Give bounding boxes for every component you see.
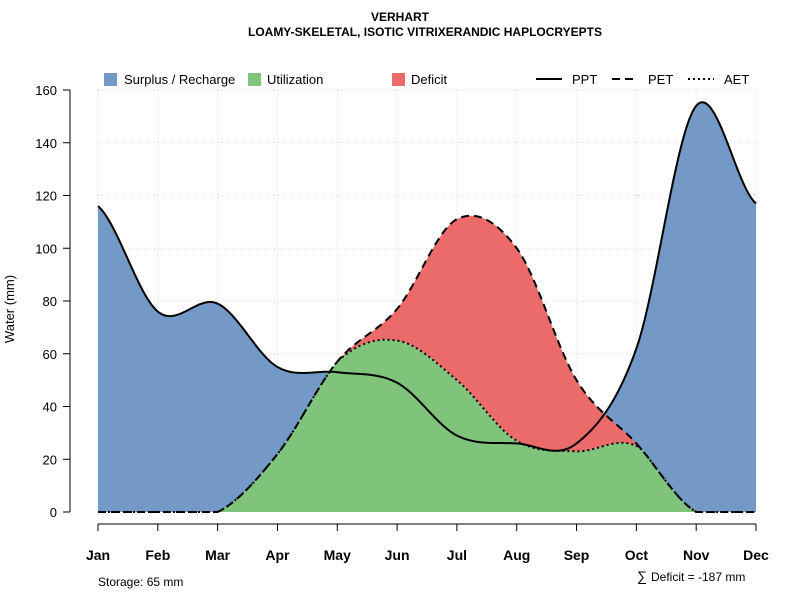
y-tick-label: 160	[35, 83, 57, 98]
series-line-ppt	[97, 101, 757, 452]
deficit-note: Deficit = -187 mm	[651, 570, 745, 584]
sum-symbol-icon: ∑	[637, 568, 647, 584]
x-tick-label: Jul	[447, 547, 467, 563]
x-tick-label: Dec	[743, 547, 769, 563]
y-tick-label: 40	[43, 400, 57, 415]
x-tick-label: Sep	[564, 547, 590, 563]
x-tick-label: Aug	[503, 547, 530, 563]
y-axis-label: Water (mm)	[2, 275, 17, 343]
x-tick-label: Jan	[86, 547, 110, 563]
legend-swatch-deficit	[392, 73, 405, 86]
legend-label-deficit: Deficit	[411, 72, 448, 87]
y-tick-label: 140	[35, 136, 57, 151]
area-deficit	[98, 215, 756, 513]
axes: 0 20 40 60 80 100 120 140 160 Jan Feb Mar Apr May Jun J…	[35, 83, 769, 563]
y-tick-label: 100	[35, 241, 57, 256]
legend-label-ppt: PPT	[572, 72, 597, 87]
x-tick-label: Nov	[683, 547, 710, 563]
legend: Surplus / Recharge Utilization Deficit P…	[104, 72, 749, 87]
x-tick-label: Apr	[265, 547, 290, 563]
storage-note: Storage: 65 mm	[98, 575, 183, 589]
x-tick-label: Jun	[385, 547, 410, 563]
chart-subtitle: LOAMY-SKELETAL, ISOTIC VITRIXERANDIC HAP…	[248, 25, 602, 39]
y-tick-label: 20	[43, 452, 57, 467]
area-surplus-recharge	[98, 102, 756, 513]
legend-label-surplus: Surplus / Recharge	[124, 72, 235, 87]
series-line-pet	[98, 214, 756, 513]
legend-label-pet: PET	[648, 72, 673, 87]
x-tick-label: Feb	[145, 547, 170, 563]
legend-swatch-surplus	[104, 73, 117, 86]
filled-regions	[98, 102, 756, 513]
x-tick-label: Oct	[625, 547, 649, 563]
legend-swatch-utilization	[248, 73, 261, 86]
x-tick-label: May	[324, 547, 351, 563]
legend-label-aet: AET	[724, 72, 749, 87]
legend-label-utilization: Utilization	[267, 72, 323, 87]
y-tick-label: 60	[43, 347, 57, 362]
y-tick-label: 0	[50, 505, 57, 520]
chart-title: VERHART	[371, 10, 430, 24]
area-utilization	[98, 339, 756, 512]
y-tick-label: 120	[35, 189, 57, 204]
x-tick-label: Mar	[205, 547, 230, 563]
series-lines	[97, 101, 757, 513]
y-tick-label: 80	[43, 294, 57, 309]
